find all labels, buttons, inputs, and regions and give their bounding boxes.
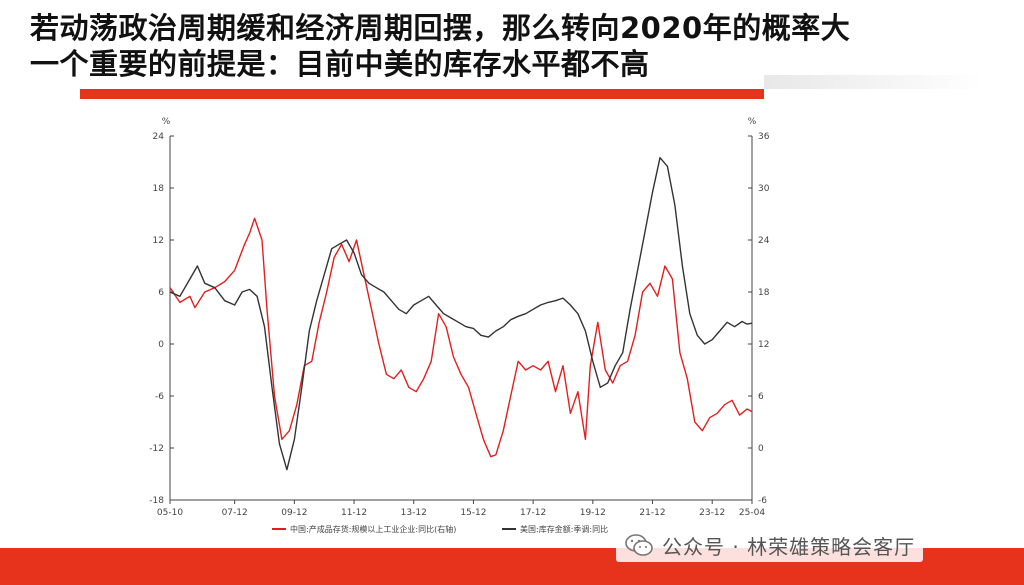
left-tick-label: 24 <box>153 132 165 142</box>
left-tick-label: 18 <box>153 184 165 194</box>
x-tick-label: 17-12 <box>520 508 546 518</box>
right-tick-label: 18 <box>758 288 770 298</box>
right-tick-label: 24 <box>758 236 770 246</box>
x-tick-label: 07-12 <box>222 508 248 518</box>
legend-label: 美国:库存金额:季调:同比 <box>520 524 608 534</box>
right-axis-unit: % <box>748 117 757 127</box>
left-tick-label: -6 <box>155 392 164 402</box>
title-underline-shadow <box>764 75 984 89</box>
legend-label: 中国:产成品存货:规模以上工业企业:同比(右轴) <box>290 524 456 534</box>
series-line-china-inventory <box>169 217 753 458</box>
watermark-text: 公众号 · 林荣雄策略会客厅 <box>662 534 916 559</box>
x-tick-label: 19-12 <box>580 508 606 518</box>
right-tick-label: 6 <box>758 392 764 402</box>
wechat-icon <box>625 534 653 556</box>
title-line-1: 若动荡政治周期缓和经济周期回摆，那么转向2020年的概率大 <box>30 11 851 45</box>
right-tick-label: 36 <box>758 132 770 142</box>
title-underline-bar <box>80 89 764 99</box>
right-tick-label: 30 <box>758 184 770 194</box>
right-tick-label: 0 <box>758 444 764 454</box>
left-axis-unit: % <box>162 117 171 127</box>
title-line-2: 一个重要的前提是：目前中美的库存水平都不高 <box>30 47 650 81</box>
x-tick-label: 25-04 <box>739 508 765 518</box>
left-tick-label: -18 <box>149 496 164 506</box>
inventory-line-chart: % % 24 18 12 6 0 -6 -12 -18 36 30 24 18 12 6 0 -6 05-10 07-… <box>149 117 770 534</box>
x-tick-label: 05-10 <box>157 508 183 518</box>
x-tick-label: 23-12 <box>699 508 725 518</box>
chart-container: %% 24 18 12 6 0 -6 -12 -18 36 30 24 18 12 6 0 -6 05-10 07-… <box>122 108 812 548</box>
x-tick-label: 15-12 <box>460 508 486 518</box>
left-tick-label: 6 <box>158 288 164 298</box>
left-tick-label: -12 <box>149 444 164 454</box>
right-tick-label: 12 <box>758 340 769 350</box>
left-tick-label: 0 <box>158 340 164 350</box>
x-tick-label: 21-12 <box>639 508 665 518</box>
page-title: 若动荡政治周期缓和经济周期回摆，那么转向2020年的概率大 一个重要的前提是：目… <box>30 10 1010 82</box>
x-tick-label: 11-12 <box>341 508 367 518</box>
left-tick-label: 12 <box>153 236 164 246</box>
watermark: 公众号 · 林荣雄策略会客厅 <box>616 528 924 562</box>
x-tick-label: 13-12 <box>401 508 427 518</box>
series-line-us-inventory <box>169 157 753 471</box>
right-tick-label: -6 <box>758 496 767 506</box>
x-tick-label: 09-12 <box>281 508 307 518</box>
